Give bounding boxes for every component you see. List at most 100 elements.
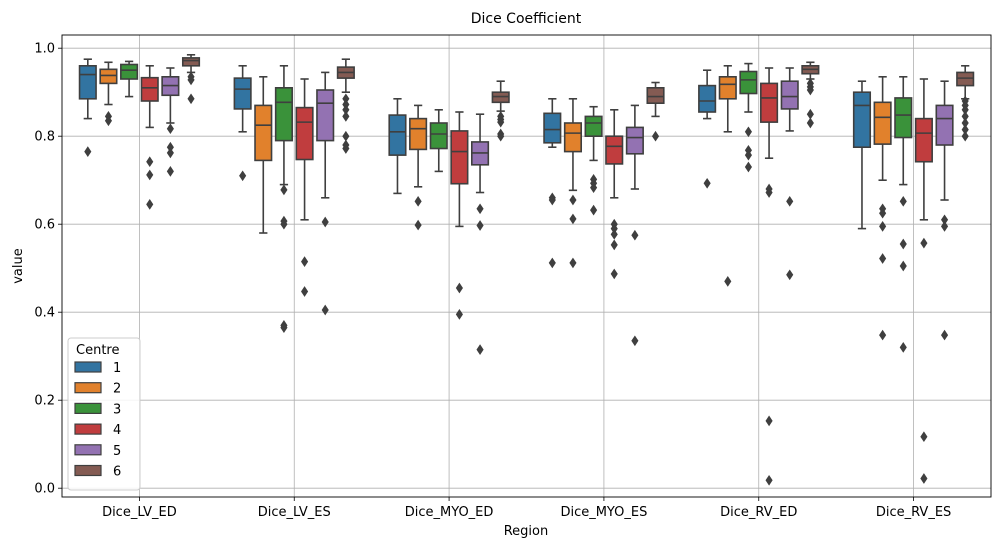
box [295, 106, 314, 161]
outlier-point [920, 473, 928, 484]
box [563, 122, 583, 153]
outlier-point [724, 276, 732, 287]
outlier-point [476, 220, 484, 231]
outlier-point [301, 286, 309, 297]
box [388, 114, 407, 156]
outlier-point [476, 203, 484, 215]
x-tick-label: Dice_MYO_ED [405, 505, 494, 520]
outlier-point [765, 474, 773, 486]
outlier-point [879, 329, 887, 341]
x-tick-label: Dice_RV_ED [720, 505, 797, 520]
box [316, 89, 335, 142]
outlier-point [166, 123, 174, 135]
outlier-point [301, 256, 309, 267]
legend-swatch [74, 444, 102, 456]
outlier-point [631, 335, 639, 347]
outlier-point [879, 253, 887, 264]
outlier-point [342, 111, 350, 122]
outlier-point [610, 228, 618, 240]
box [956, 71, 975, 87]
series-centre-2 [99, 61, 892, 341]
legend-swatch [74, 423, 102, 435]
legend-swatch [74, 402, 102, 414]
x-axis: Dice_LV_ED Dice_LV_ES Dice_MYO_ED Dice_MYO_… [102, 497, 951, 520]
outlier-point [497, 130, 505, 142]
box [409, 117, 428, 151]
outlier-point [631, 229, 639, 241]
outlier-point [899, 195, 907, 207]
outlier-point [920, 431, 928, 443]
plot-frame [61, 34, 992, 498]
x-axis-label: Region [504, 524, 549, 539]
outlier-point [104, 115, 113, 127]
legend: Centre 1 2 3 4 5 6 [67, 337, 141, 491]
grid-lines [62, 35, 991, 497]
box [605, 135, 624, 165]
legend-label: 1 [113, 361, 121, 376]
box [254, 104, 273, 162]
outlier-point [548, 257, 556, 269]
outlier-point [455, 309, 463, 320]
box [760, 82, 779, 123]
outlier-point [146, 199, 154, 210]
outlier-point [166, 166, 174, 177]
outlier-point [84, 146, 92, 157]
legend-swatch [74, 361, 102, 373]
outlier-point [280, 184, 288, 196]
outlier-point [239, 170, 247, 182]
box [625, 126, 644, 155]
outlier-point [940, 221, 949, 232]
outlier-point [146, 156, 154, 168]
outlier-point [569, 257, 577, 269]
box [140, 76, 159, 102]
box [739, 70, 758, 95]
legend-label: 2 [113, 382, 121, 397]
x-tick-label: Dice_LV_ED [102, 505, 177, 520]
outlier-point [806, 84, 814, 96]
outlier-point [187, 74, 195, 86]
outlier-point [610, 268, 618, 280]
box [584, 115, 603, 138]
outlier-point [414, 219, 422, 231]
y-tick-label: 1.0 [34, 42, 55, 57]
y-tick-label: 0.8 [34, 130, 55, 145]
outlier-point [651, 130, 660, 142]
x-tick-label: Dice_MYO_ES [560, 505, 647, 520]
outlier-point [280, 322, 288, 333]
outlier-point [146, 169, 154, 181]
box [233, 77, 252, 110]
outlier-point [497, 116, 505, 128]
x-tick-label: Dice_RV_ES [876, 505, 951, 520]
outlier-point [569, 194, 577, 206]
series-centre-6 [181, 53, 975, 154]
outlier-point [187, 93, 195, 105]
outlier-point [786, 269, 794, 281]
outlier-point [806, 117, 814, 129]
outlier-point [166, 147, 174, 159]
legend-swatch [74, 464, 102, 477]
outlier-point [899, 342, 907, 353]
box [543, 112, 562, 144]
y-axis: 0.0 0.2 0.4 0.6 0.8 1.0 [34, 42, 62, 497]
outlier-point [321, 216, 329, 228]
legend-title: Centre [76, 343, 119, 358]
outlier-point [569, 213, 577, 225]
series-centre-1 [78, 58, 872, 269]
y-tick-label: 0.6 [34, 218, 55, 233]
legend-label: 3 [113, 402, 121, 417]
y-tick-label: 0.4 [34, 306, 55, 321]
box [429, 122, 448, 150]
outlier-point [455, 282, 463, 294]
chart-title: Dice Coefficient [471, 11, 582, 27]
outlier-point [590, 182, 598, 194]
series-centre-4 [140, 65, 933, 486]
outlier-point [765, 187, 773, 198]
legend-swatch [74, 382, 102, 394]
box [698, 84, 717, 113]
outlier-point [342, 143, 350, 154]
series-centre-3 [120, 60, 913, 353]
box [99, 68, 118, 85]
box [450, 130, 469, 185]
outlier-point [280, 218, 288, 230]
